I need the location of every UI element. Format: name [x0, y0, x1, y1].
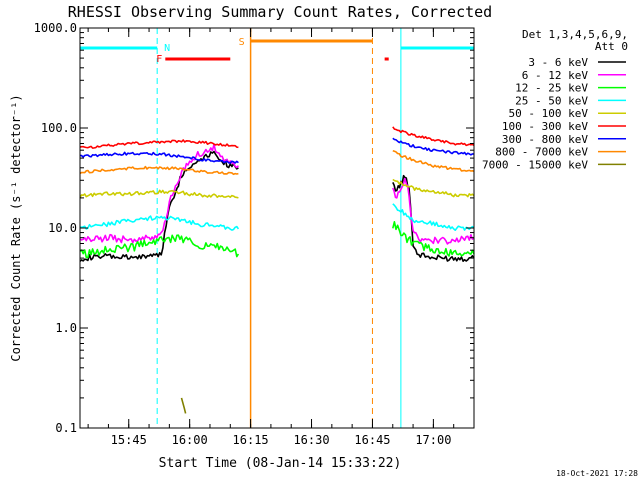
- series-line-6-1: [392, 137, 475, 156]
- legend-label: 100 - 300 keV: [502, 120, 588, 133]
- night-label: N: [164, 43, 170, 54]
- legend-label: 12 - 25 keV: [515, 82, 588, 95]
- series-line-8-0: [180, 397, 187, 414]
- legend-label: 7000 - 15000 keV: [482, 158, 588, 171]
- legend-label: 800 - 7000 keV: [495, 146, 588, 159]
- x-tick-label: 16:30: [293, 433, 329, 447]
- plot-frame: [79, 27, 475, 429]
- plot-area: NF S 0.1 1.0 10.0 100.0 1000.0 15:45 16:00 16:15 1…: [34, 21, 475, 447]
- series-line-2-1: [392, 221, 475, 257]
- legend-label: 50 - 100 keV: [509, 107, 589, 120]
- series-line-2-0: [79, 234, 240, 259]
- flare-label: F: [156, 54, 162, 65]
- legend-label: 6 - 12 keV: [522, 69, 589, 82]
- series-line-1-1: [392, 177, 475, 245]
- y-tick-label: 1000.0: [34, 21, 77, 35]
- y-tick-label: 0.1: [55, 421, 77, 435]
- x-tick-label: 15:45: [111, 433, 147, 447]
- x-tick-label: 16:45: [354, 433, 390, 447]
- series-line-3-1: [392, 203, 475, 231]
- x-tick-label: 16:15: [233, 433, 269, 447]
- y-tick-label: 100.0: [41, 121, 77, 135]
- chart-title: RHESSI Observing Summary Count Rates, Co…: [68, 3, 492, 21]
- series-line-5-1: [392, 126, 475, 147]
- x-axis-label: Start Time (08-Jan-14 15:33:22): [159, 456, 402, 471]
- legend-header-line-2: Att 0: [595, 40, 628, 53]
- legend-label: 25 - 50 keV: [515, 94, 588, 107]
- legend-header-line-1: Det 1,3,4,5,6,9,: [522, 28, 628, 41]
- legend-label: 3 - 6 keV: [528, 56, 588, 69]
- series-line-0-1: [392, 174, 475, 262]
- x-tick-label: 17:00: [415, 433, 451, 447]
- series-line-0-0: [79, 150, 239, 262]
- series-line-1-0: [79, 143, 239, 244]
- series-line-7-0: [79, 165, 239, 176]
- series-line-5-0: [79, 139, 239, 149]
- series-line-3-0: [79, 215, 240, 231]
- y-tick-label: 10.0: [48, 221, 77, 235]
- series-line-7-1: [392, 149, 475, 172]
- y-tick-label: 1.0: [55, 321, 77, 335]
- x-tick-label: 16:00: [172, 433, 208, 447]
- timestamp: 18-Oct-2021 17:28: [556, 469, 638, 478]
- y-axis-label: Corrected Count Rate (s⁻¹ detector⁻¹): [9, 94, 23, 361]
- series-line-4-0: [79, 189, 239, 199]
- series-line-6-0: [79, 151, 239, 164]
- series-line-4-1: [392, 178, 475, 198]
- saa-label: S: [239, 37, 245, 48]
- legend-label: 300 - 800 keV: [502, 133, 588, 146]
